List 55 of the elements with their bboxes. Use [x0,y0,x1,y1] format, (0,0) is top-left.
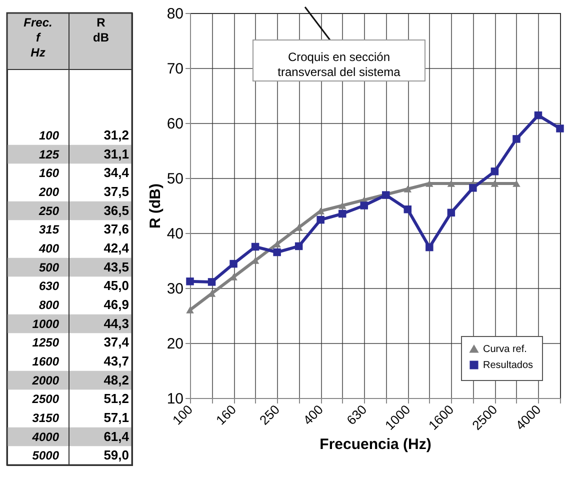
legend-label: Resultados [483,360,534,371]
x-tick-label: 630 [344,402,370,428]
text: 31,2 [104,127,129,142]
y-axis-title: R (dB) [146,184,164,228]
category-label: 4000 [31,430,60,444]
text: 31,1 [104,146,129,162]
text: 37,6 [104,222,129,237]
annotation: Croquis en sección transversal del sistema [278,50,401,79]
category-label: 2000 [31,373,60,388]
x-tick-label: 250 [256,402,283,428]
text: 59,0 [104,448,129,463]
y-tick-label: 30 [166,280,184,298]
y-tick-label: 50 [166,170,184,188]
text: 45,0 [104,278,129,294]
text: 37,4 [104,334,129,350]
y-tick-label: 80 [166,6,184,22]
category-label: 1000 [32,316,60,331]
category-label: 1250 [32,336,60,350]
text: 42,4 [104,240,129,256]
category-label: 315 [38,222,60,237]
text: 51,2 [104,391,129,406]
category-label: 400 [38,241,60,256]
category-label: 160 [38,166,60,180]
text: 36,5 [104,202,129,218]
y-tick-label: 20 [166,336,184,352]
category-label: 2500 [31,392,60,406]
category-label: 5000 [32,448,60,463]
y-tick-label: 70 [166,60,184,78]
text: Frec. f Hz [24,16,52,60]
category-label: 3150 [32,410,60,425]
text: 37,5 [104,184,129,199]
category-label: 100 [38,128,60,142]
text: R dB [93,16,110,45]
category-label: 500 [38,260,60,274]
category-label: 1600 [32,354,60,368]
category-label: 800 [38,298,60,312]
category-label: 200 [38,184,60,199]
category-label: 125 [38,147,60,162]
text: 48,2 [104,372,129,388]
text: 57,1 [104,410,129,425]
text: 44,3 [104,316,129,331]
y-tick-label: 60 [166,116,184,132]
text: 43,7 [104,353,129,368]
text: 43,5 [104,259,129,274]
legend-label: Curva ref. [483,344,527,355]
text: 46,9 [104,296,129,312]
text: 61,4 [104,428,129,444]
category-label: 630 [38,279,60,294]
y-tick-label: 10 [166,390,184,408]
text: 34,4 [104,165,129,180]
category-label: 250 [38,204,60,218]
x-axis-title: Frecuencia (Hz) [320,436,432,453]
y-tick-label: 40 [166,226,184,242]
x-tick-label: 160 [213,402,239,428]
x-tick-label: 400 [300,402,326,428]
